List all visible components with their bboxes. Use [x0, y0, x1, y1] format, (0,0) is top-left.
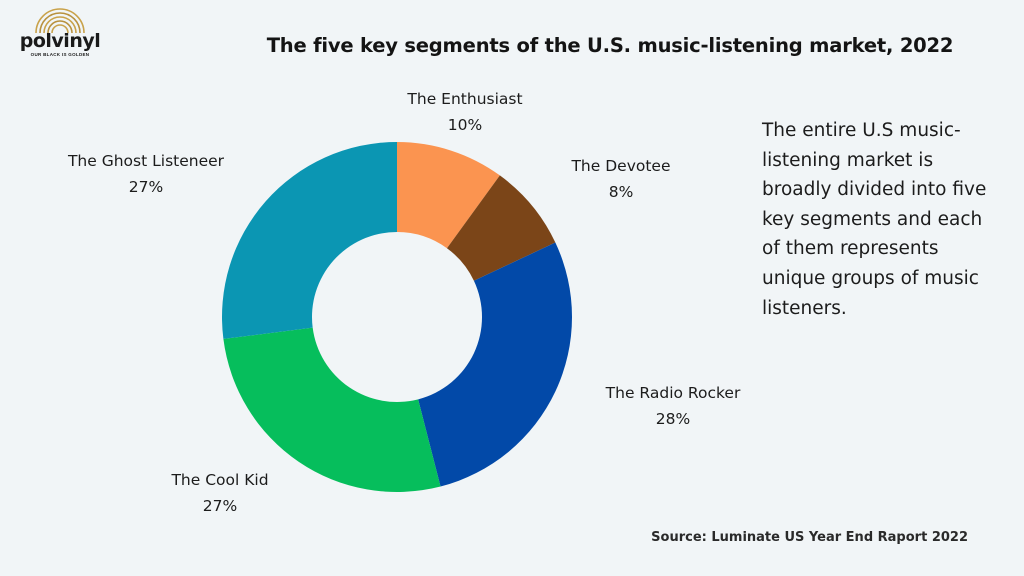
slice-label-enthusiast: The Enthusiast 10% — [375, 86, 555, 138]
value-label: 8% — [608, 183, 634, 201]
source-note: Source: Luminate US Year End Raport 2022 — [651, 530, 968, 545]
polvinyl-logo: polvinyl OUR BLACK IS GOLDEN — [14, 8, 106, 58]
donut-slice-radio-rocker — [418, 242, 572, 487]
slice-label-radio-rocker: The Radio Rocker 28% — [578, 380, 768, 432]
vinyl-arc-icon — [35, 8, 85, 34]
category-label: The Ghost Listeneer — [67, 152, 225, 170]
chart-title: The five key segments of the U.S. music-… — [266, 34, 954, 57]
category-label: The Devotee — [571, 157, 671, 175]
donut-slice-enthusiast — [397, 142, 500, 249]
slice-label-ghost-listeneer: The Ghost Listeneer 27% — [46, 148, 246, 200]
slice-label-devotee: The Devotee 8% — [536, 153, 706, 205]
category-label: The Cool Kid — [171, 471, 269, 489]
value-label: 28% — [655, 410, 691, 428]
category-label: The Enthusiast — [407, 90, 523, 108]
donut-slice-cool-kid — [223, 327, 441, 492]
description-text: The entire U.S music-listening market is… — [762, 120, 987, 319]
value-label: 27% — [128, 178, 164, 196]
value-label: 10% — [447, 116, 483, 134]
slice-label-cool-kid: The Cool Kid 27% — [130, 467, 310, 519]
value-label: 27% — [202, 497, 238, 515]
logo-tagline: OUR BLACK IS GOLDEN — [30, 52, 90, 57]
donut-slice-devotee — [446, 175, 556, 281]
category-label: The Radio Rocker — [605, 384, 741, 402]
donut-slice-ghost-listeneer — [222, 142, 397, 339]
logo-wordmark: polvinyl — [19, 30, 101, 52]
